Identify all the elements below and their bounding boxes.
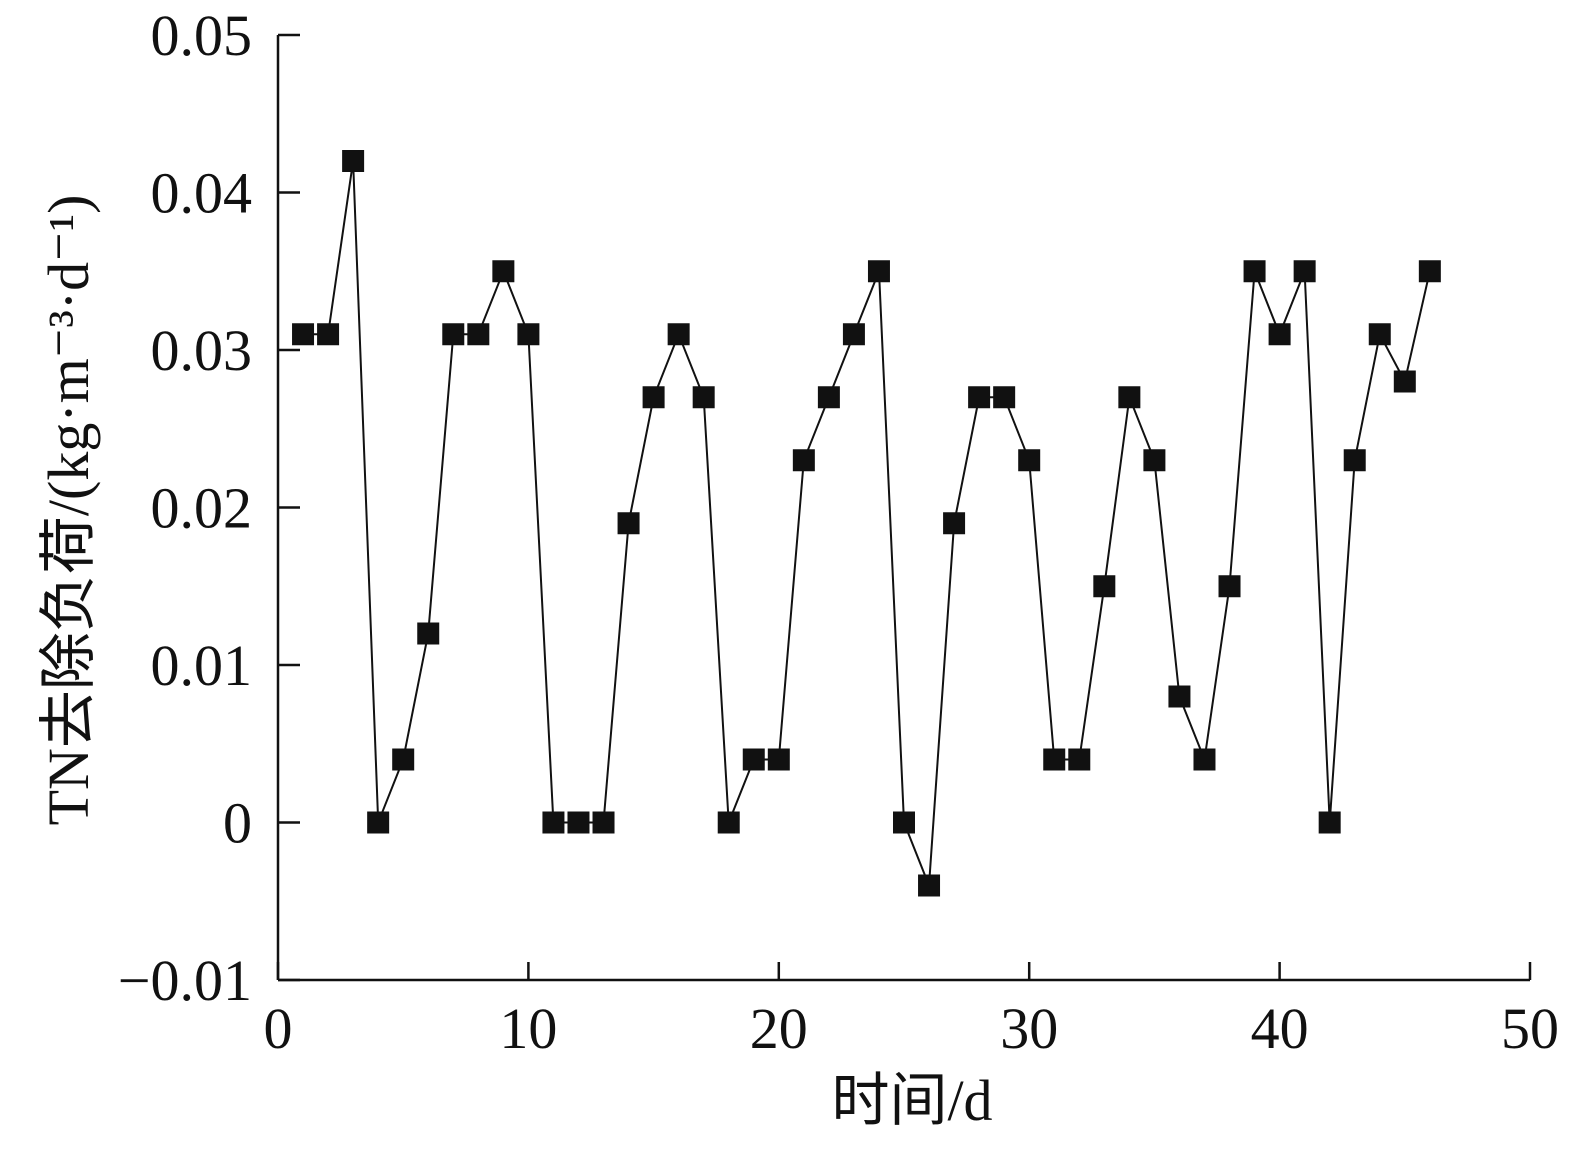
data-point — [792, 449, 815, 472]
data-point — [1193, 748, 1216, 771]
data-point — [1143, 449, 1166, 472]
data-point — [1043, 748, 1066, 771]
data-point — [918, 874, 941, 897]
data-point — [1018, 449, 1041, 472]
data-point — [517, 323, 540, 346]
data-point — [1318, 811, 1341, 834]
data-point — [817, 386, 840, 409]
y-tick-label: 0 — [223, 791, 252, 856]
y-axis-ticks: −0.01 0 0.01 0.02 0.03 0.04 0.05 — [118, 3, 300, 1013]
x-axis-title: 时间/d — [831, 1068, 992, 1133]
data-point — [692, 386, 715, 409]
data-point — [742, 748, 765, 771]
data-point — [317, 323, 340, 346]
y-tick-label: 0.03 — [151, 318, 253, 383]
x-tick-label: 0 — [264, 996, 293, 1061]
data-point — [993, 386, 1016, 409]
data-point — [367, 811, 390, 834]
axes — [276, 35, 1530, 982]
data-point — [417, 622, 440, 645]
data-point — [842, 323, 865, 346]
x-tick-label: 30 — [1000, 996, 1058, 1061]
data-point — [592, 811, 615, 834]
x-tick-label: 10 — [499, 996, 557, 1061]
y-tick-label: 0.04 — [151, 161, 253, 226]
data-point — [717, 811, 740, 834]
data-point — [1218, 575, 1241, 598]
data-point — [968, 386, 991, 409]
y-tick-label: 0.02 — [151, 476, 253, 541]
data-point — [542, 811, 565, 834]
data-point — [1243, 260, 1266, 283]
data-point — [943, 512, 966, 535]
data-point — [867, 260, 890, 283]
data-point — [1343, 449, 1366, 472]
data-point — [567, 811, 590, 834]
data-point — [1093, 575, 1116, 598]
data-point — [342, 150, 365, 172]
data-point — [1168, 685, 1191, 708]
data-point — [292, 323, 315, 346]
data-series — [292, 150, 1441, 897]
x-tick-label: 20 — [750, 996, 808, 1061]
data-point — [1393, 370, 1416, 393]
data-point — [1418, 260, 1441, 283]
data-point — [1268, 323, 1291, 346]
x-axis-ticks: 0 10 20 30 40 50 — [264, 962, 1559, 1061]
data-point — [467, 323, 490, 346]
series-line — [303, 160, 1431, 886]
data-point — [1068, 748, 1091, 771]
data-point — [1368, 323, 1391, 346]
data-point — [893, 811, 915, 834]
x-tick-label: 40 — [1251, 996, 1309, 1061]
x-tick-label: 50 — [1501, 996, 1559, 1061]
data-point — [767, 748, 790, 771]
data-point — [1118, 386, 1141, 409]
y-tick-label: −0.01 — [118, 948, 252, 1013]
data-point — [642, 386, 665, 409]
y-tick-label: 0.05 — [151, 3, 253, 68]
data-point — [1293, 260, 1316, 283]
data-point — [667, 323, 690, 346]
data-point — [617, 512, 640, 535]
data-point — [492, 260, 515, 283]
data-point — [392, 748, 415, 771]
y-tick-label: 0.01 — [151, 633, 253, 698]
y-axis-title: TN去除负荷/(kg·m⁻³·d⁻¹) — [36, 195, 101, 826]
data-point — [442, 323, 465, 346]
